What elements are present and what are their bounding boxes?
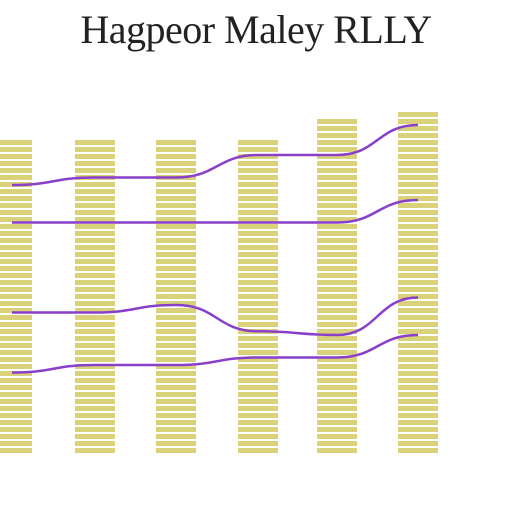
line-group xyxy=(11,123,419,374)
bar-3 xyxy=(156,140,196,455)
series-line-4 xyxy=(11,333,419,374)
series-line-2 xyxy=(12,198,419,224)
bar-6 xyxy=(398,110,438,455)
series-line-1 xyxy=(11,123,419,187)
bar-1 xyxy=(0,140,32,455)
chart-title: Hagpeor Maley RLLY xyxy=(80,7,432,52)
bar-2 xyxy=(75,140,115,455)
bar-4 xyxy=(238,140,278,455)
bar-group xyxy=(0,110,438,455)
bar-5 xyxy=(317,117,357,455)
series-line-3 xyxy=(12,296,419,337)
